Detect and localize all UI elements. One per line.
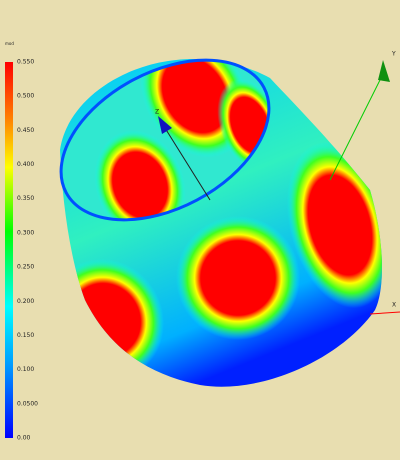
colorbar-label: 0.00 bbox=[17, 435, 31, 442]
z-arrow bbox=[158, 116, 172, 134]
x-axis bbox=[369, 311, 400, 315]
colorbar-label: 0.100 bbox=[17, 366, 34, 373]
rim bbox=[59, 58, 271, 222]
y-axis bbox=[329, 69, 386, 181]
y-arrow bbox=[378, 60, 390, 82]
hotspot bbox=[94, 130, 186, 240]
colorbar-label: 0.450 bbox=[17, 127, 34, 134]
colorbar-label: 0.150 bbox=[17, 332, 34, 339]
colorbar-label: 0.500 bbox=[17, 93, 34, 100]
colorbar-label: 0.250 bbox=[17, 264, 34, 271]
z-axis bbox=[159, 119, 211, 201]
colorbar: mod 0.550 0.500 0.450 0.400 0.350 0.300 0.250 0… bbox=[5, 41, 38, 442]
x-axis-label: X bbox=[392, 302, 396, 309]
hotspot bbox=[176, 216, 300, 340]
y-axis-label: Y bbox=[391, 51, 396, 58]
colorbar-label: 0.0500 bbox=[17, 400, 38, 407]
colorbar-gradient bbox=[5, 62, 13, 438]
colorbar-label: 0.350 bbox=[17, 195, 34, 202]
z-axis-label: Z bbox=[155, 109, 159, 116]
colorbar-label: 0.200 bbox=[17, 298, 34, 305]
axes-triad: Y X Z bbox=[155, 51, 400, 315]
colorbar-label: 0.550 bbox=[17, 59, 34, 66]
colorbar-title: mod bbox=[5, 41, 14, 46]
surface bbox=[59, 32, 382, 387]
colorbar-label: 0.300 bbox=[17, 229, 34, 236]
colorbar-label: 0.400 bbox=[17, 161, 34, 168]
